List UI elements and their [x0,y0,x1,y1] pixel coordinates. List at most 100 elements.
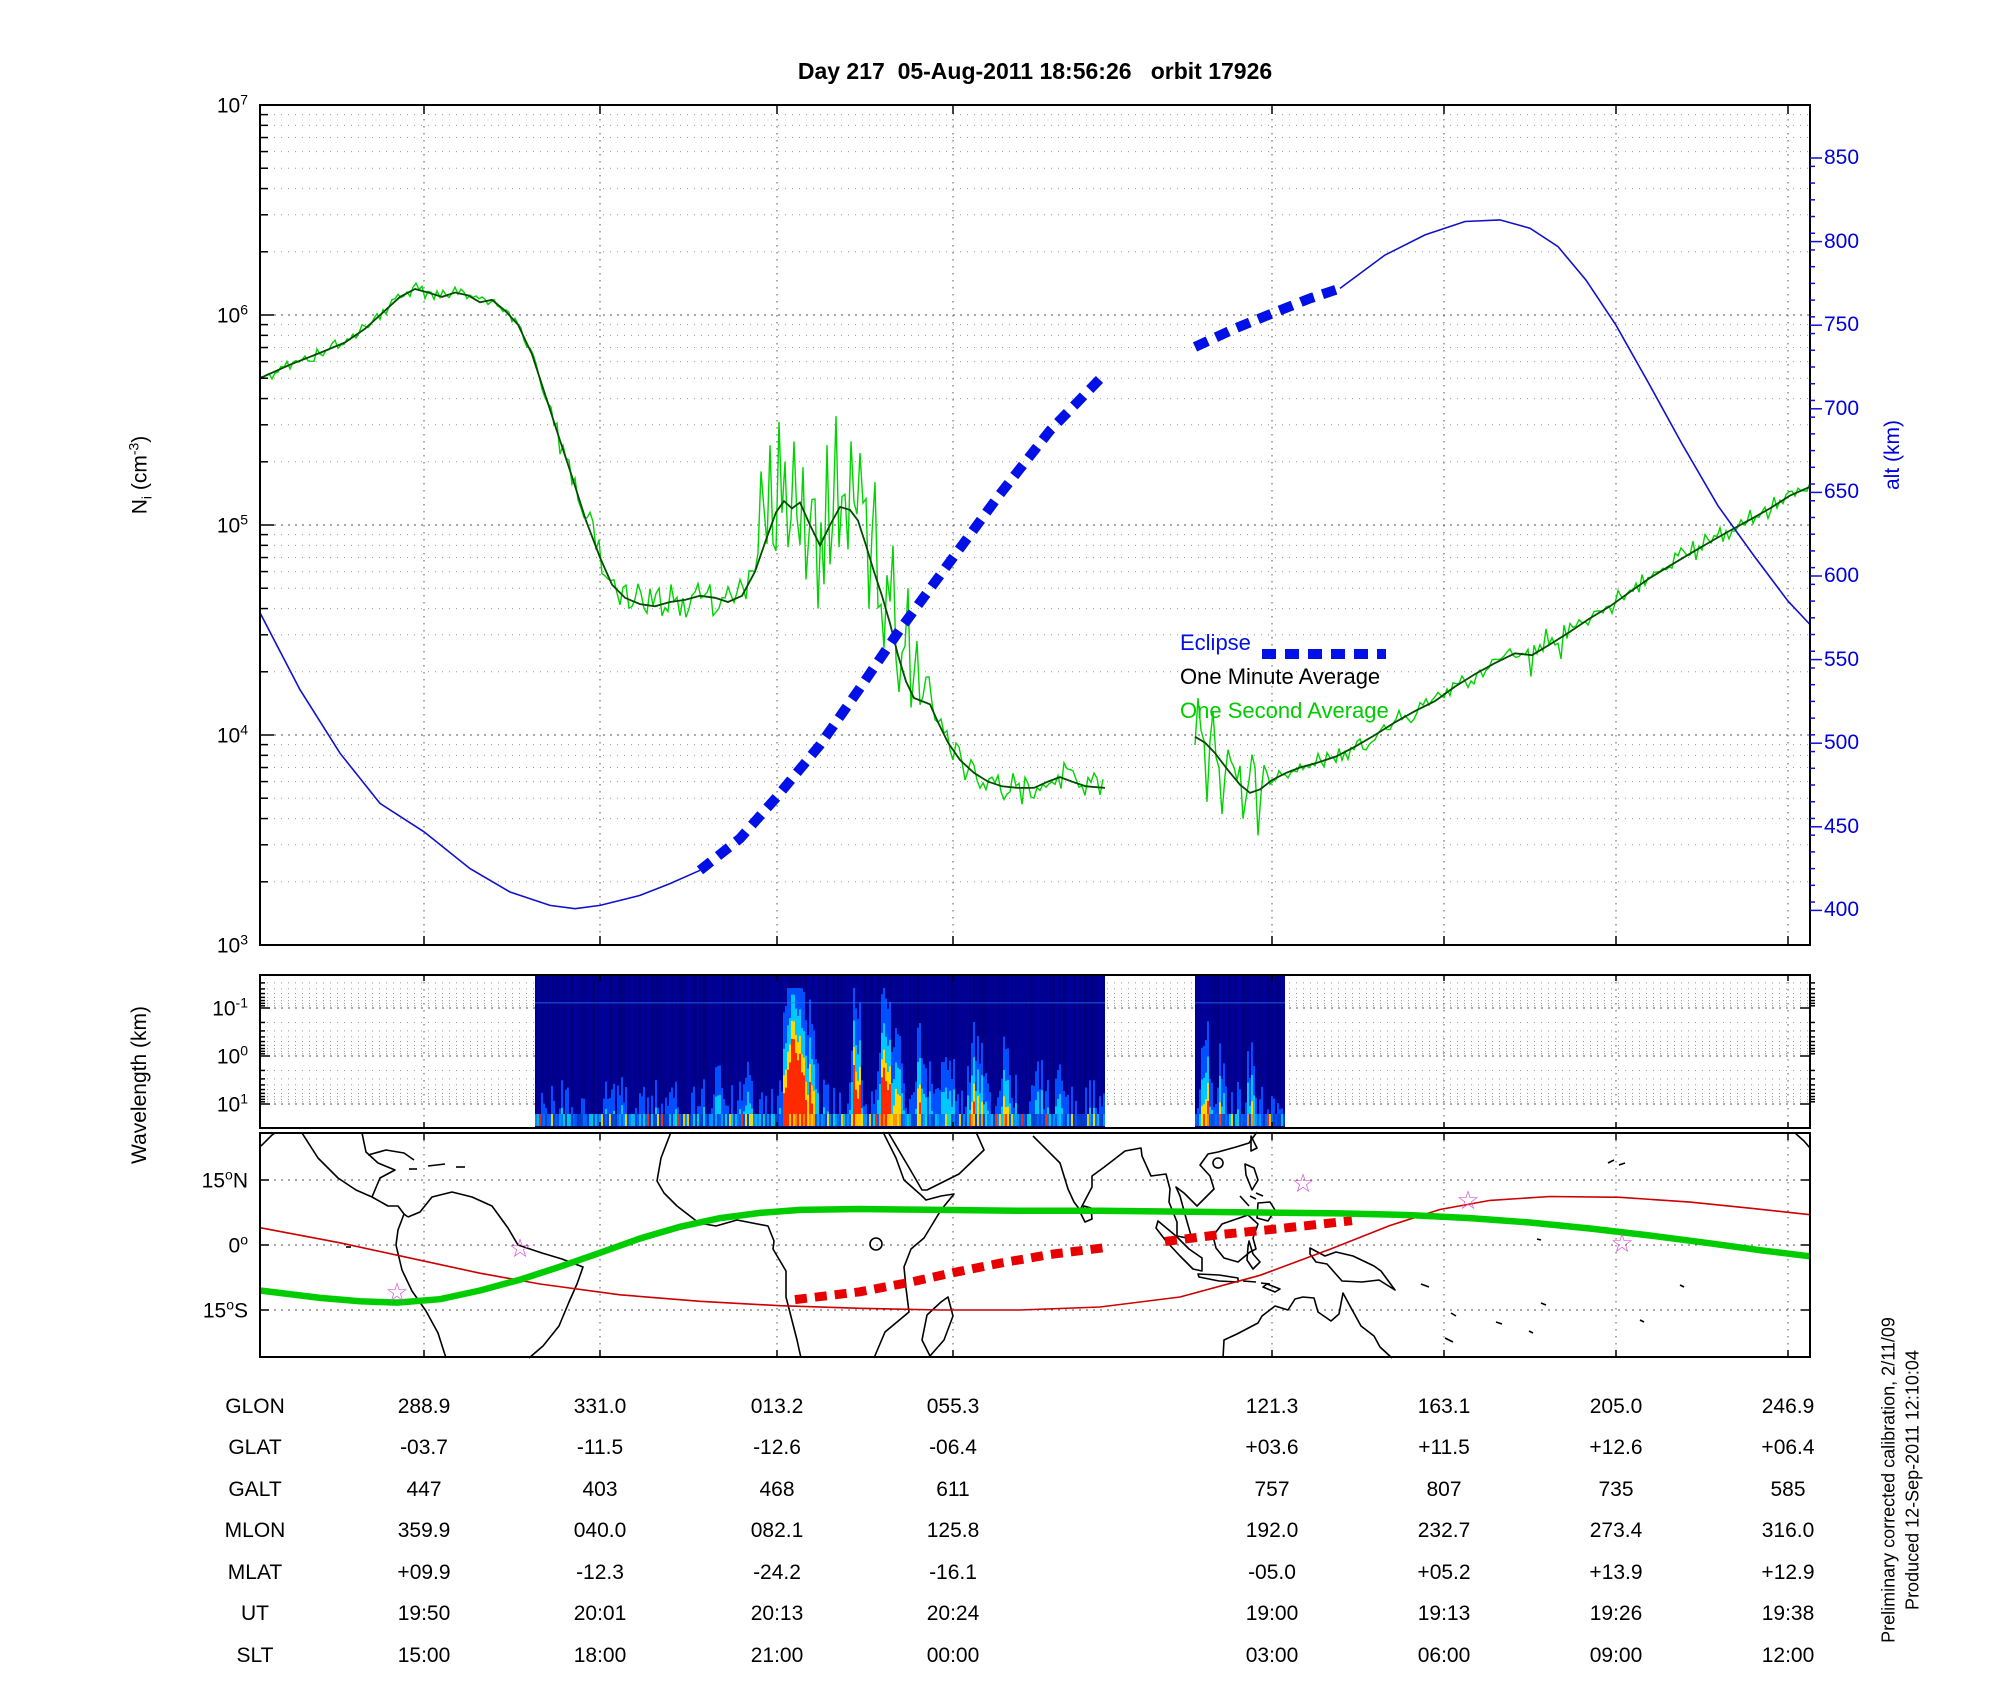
table-cell: 205.0 [1589,1395,1643,1418]
alt-tick-label: 450 [1824,814,1860,838]
eclipse-ground-track-dashed [794,1243,1106,1305]
table-cell: -11.5 [576,1436,624,1459]
ground-track-map-panel: ☆ ☆ ☆ ☆ ☆ [259,1131,1811,1359]
table-cell: 06:00 [1417,1644,1471,1667]
table-cell: 013.2 [750,1395,804,1418]
table-cell: 19:26 [1589,1602,1643,1625]
ni-tick-label: 103 [216,931,248,958]
table-cell: 19:38 [1761,1602,1815,1625]
legend-one-minute-average: One Minute Average [1180,664,1381,689]
table-cell: -06.4 [929,1436,977,1459]
ni-tick-label: 106 [216,301,248,328]
star-marker: ☆ [1291,1168,1314,1198]
table-cell: 19:00 [1245,1602,1299,1625]
table-cell: 757 [1254,1478,1290,1501]
star-marker: ☆ [1610,1228,1633,1258]
star-marker: ☆ [385,1277,408,1307]
wavelength-tick-label: 101 [216,1090,248,1117]
altitude-curve [259,612,701,910]
star-marker: ☆ [1456,1185,1479,1215]
table-cell: 316.0 [1761,1519,1815,1542]
alt-axis-title: alt (km) [1881,420,1904,490]
alt-tick-label: 650 [1824,480,1860,504]
eclipse-ground-track-dashed [1164,1216,1353,1246]
table-cell: 447 [406,1478,442,1501]
table-cell: 03:00 [1245,1644,1299,1667]
star-marker: ☆ [508,1233,531,1263]
alt-tick-label: 750 [1824,313,1860,337]
table-cell: 040.0 [573,1519,627,1542]
latitude-tick-label: 0o [228,1231,248,1258]
table-cell: +03.6 [1245,1436,1299,1459]
table-cell: 273.4 [1589,1519,1643,1542]
table-row-label: GLON [225,1395,285,1418]
table-cell: +05.2 [1417,1561,1471,1584]
table-cell: 18:00 [573,1644,627,1667]
alt-tick-label: 600 [1824,564,1860,587]
table-cell: -05.0 [1248,1561,1296,1584]
alt-tick-label: 550 [1824,647,1860,671]
table-cell: 163.1 [1417,1395,1471,1418]
alt-tick-label: 850 [1824,146,1860,169]
table-cell: +13.9 [1589,1561,1643,1584]
table-cell: 735 [1598,1478,1634,1501]
satellite-ground-track [259,1205,1811,1306]
wavelength-tick-label: 100 [216,1042,248,1069]
table-row-label: MLON [224,1519,286,1542]
alt-tick-label: 500 [1824,731,1860,755]
latitude-tick-label: 15oN [201,1166,248,1193]
table-cell: 232.7 [1417,1519,1471,1542]
table-cell: +11.5 [1418,1436,1470,1459]
ni-tick-label: 105 [216,511,248,538]
alt-tick-label: 700 [1824,396,1860,420]
table-cell: 585 [1770,1478,1806,1501]
table-cell: -16.1 [929,1561,977,1584]
ni-tick-label: 104 [216,721,248,748]
legend-eclipse: Eclipse [1180,630,1251,655]
table-row-label: UT [241,1602,269,1625]
table-row-label: GALT [228,1478,282,1501]
table-cell: +12.6 [1589,1436,1643,1459]
table-row-label: SLT [236,1644,274,1667]
eclipse-dashed-curve [696,370,1109,875]
table-cell: 468 [759,1478,795,1501]
table-row-label: GLAT [228,1436,282,1459]
ni-axis-title: Ni (cm-3) [125,435,155,515]
table-cell: 288.9 [397,1395,451,1418]
table-cell: +12.9 [1761,1561,1815,1584]
alt-tick-label: 800 [1824,229,1860,253]
table-cell: 20:24 [926,1602,980,1625]
table-cell: 20:13 [750,1602,804,1625]
ni-tick-label: 107 [216,91,248,118]
table-cell: 12:00 [1761,1644,1815,1667]
table-cell: 20:01 [573,1602,627,1625]
table-cell: -03.7 [400,1436,448,1459]
table-cell: +06.4 [1761,1436,1815,1459]
table-cell: 15:00 [397,1644,451,1667]
table-cell: 125.8 [926,1519,980,1542]
table-cell: 19:13 [1417,1602,1471,1625]
table-cell: 055.3 [926,1395,980,1418]
table-cell: 807 [1426,1478,1462,1501]
ion-density-panel [259,104,1822,946]
table-cell: 21:00 [750,1644,804,1667]
table-cell: -24.2 [753,1561,801,1584]
calibration-note: Preliminary corrected calibration, 2/11/… [1878,1317,1899,1643]
table-cell: 331.0 [573,1395,627,1418]
wavelength-tick-label: 10-1 [212,994,248,1021]
table-cell: 192.0 [1245,1519,1299,1542]
table-row-label: MLAT [227,1561,283,1584]
altitude-curve [1339,219,1811,626]
table-cell: 246.9 [1761,1395,1815,1418]
page-title: Day 217 05-Aug-2011 18:56:26 orbit 17926 [797,58,1273,84]
one-minute-average-curve [1194,485,1811,794]
produced-note: Produced 12-Sep-2011 12:10:04 [1902,1350,1923,1610]
one-minute-average-curve [259,288,1106,789]
legend-one-second-average: One Second Average [1180,698,1389,723]
table-cell: 00:00 [926,1644,980,1667]
table-cell: 121.3 [1245,1395,1299,1418]
table-cell: 082.1 [750,1519,804,1542]
table-cell: 611 [936,1478,970,1501]
table-cell: +09.9 [397,1561,451,1584]
